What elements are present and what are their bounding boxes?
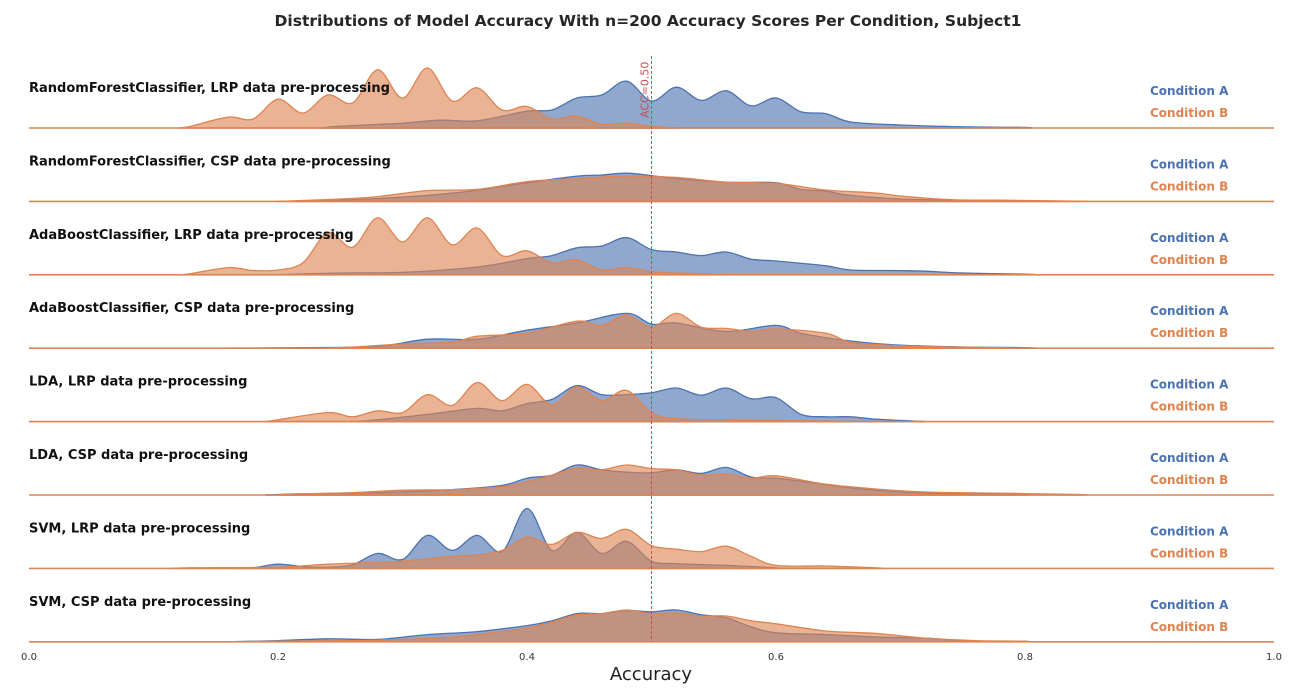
chart-title: Distributions of Model Accuracy With n=2… [275, 12, 1022, 30]
legend-condition-b: Condition B [1150, 106, 1228, 120]
condition-b-density-outline [277, 175, 1088, 203]
x-tick-label: 0.2 [270, 652, 286, 663]
legend-condition-a: Condition A [1150, 451, 1229, 465]
legend-condition-a: Condition A [1150, 524, 1229, 538]
row-label: AdaBoostClassifier, LRP data pre-process… [29, 228, 354, 243]
condition-b-density-outline [265, 381, 839, 423]
condition-b-density-area [178, 67, 677, 128]
legend-condition-a: Condition A [1150, 598, 1229, 612]
condition-b-density-area [172, 529, 882, 569]
x-tick-label: 0.4 [519, 652, 535, 663]
row-label: RandomForestClassifier, CSP data pre-pro… [29, 154, 391, 169]
condition-b-density-area [265, 382, 839, 422]
condition-b-density-outline [178, 217, 727, 276]
ridge-row: AdaBoostClassifier, CSP data pre-process… [29, 301, 1274, 350]
condition-b-density-area [228, 610, 1029, 642]
legend-condition-a: Condition A [1150, 231, 1229, 245]
legend-condition-a: Condition A [1150, 84, 1229, 98]
ridge-row: SVM, LRP data pre-processing Condition A C… [29, 507, 1274, 570]
condition-b-density-outline [172, 528, 883, 570]
ridge-row: LDA, LRP data pre-processing Condition A C… [29, 375, 1274, 423]
condition-b-density-outline [178, 67, 677, 129]
row-label: SVM, CSP data pre-processing [29, 595, 251, 610]
ridge-row: AdaBoostClassifier, LRP data pre-process… [29, 217, 1274, 276]
legend-condition-a: Condition A [1150, 304, 1229, 318]
reference-line-group: ACC=0.50 [639, 56, 652, 642]
row-label: LDA, LRP data pre-processing [29, 375, 247, 390]
condition-b-density-outline [321, 312, 1013, 349]
condition-b-density-area [278, 464, 1088, 495]
x-tick-label: 1.0 [1266, 652, 1282, 663]
condition-b-density-area [278, 176, 1088, 202]
legend-condition-b: Condition B [1150, 620, 1228, 634]
legend-condition-b: Condition B [1150, 253, 1228, 267]
legend-condition-b: Condition B [1150, 326, 1228, 340]
x-tick-label: 0.8 [1017, 652, 1033, 663]
condition-b-density-area [321, 313, 1013, 349]
legend-condition-b: Condition B [1150, 546, 1228, 560]
x-tick-label: 0.6 [768, 652, 784, 663]
legend-condition-a: Condition A [1150, 378, 1229, 392]
x-axis-label: Accuracy [610, 664, 693, 685]
ridge-rows: RandomForestClassifier, LRP data pre-pro… [29, 67, 1274, 643]
x-tick-label: 0.0 [21, 652, 37, 663]
row-label: AdaBoostClassifier, CSP data pre-process… [29, 301, 354, 316]
row-label: SVM, LRP data pre-processing [29, 521, 250, 536]
legend-condition-b: Condition B [1150, 400, 1228, 414]
row-label: RandomForestClassifier, LRP data pre-pro… [29, 81, 390, 96]
condition-a-density-area [321, 81, 1033, 128]
x-axis: 0.0 0.2 0.4 0.6 0.8 1.0 [21, 652, 1282, 663]
ridge-row: RandomForestClassifier, CSP data pre-pro… [29, 154, 1274, 203]
legend-condition-b: Condition B [1150, 179, 1228, 193]
legend-condition-a: Condition A [1150, 157, 1229, 171]
condition-a-density-area [271, 237, 1038, 275]
reference-line-label: ACC=0.50 [639, 62, 652, 118]
legend-condition-b: Condition B [1150, 473, 1228, 487]
condition-b-density-area [178, 217, 727, 275]
row-label: LDA, CSP data pre-processing [29, 448, 248, 463]
